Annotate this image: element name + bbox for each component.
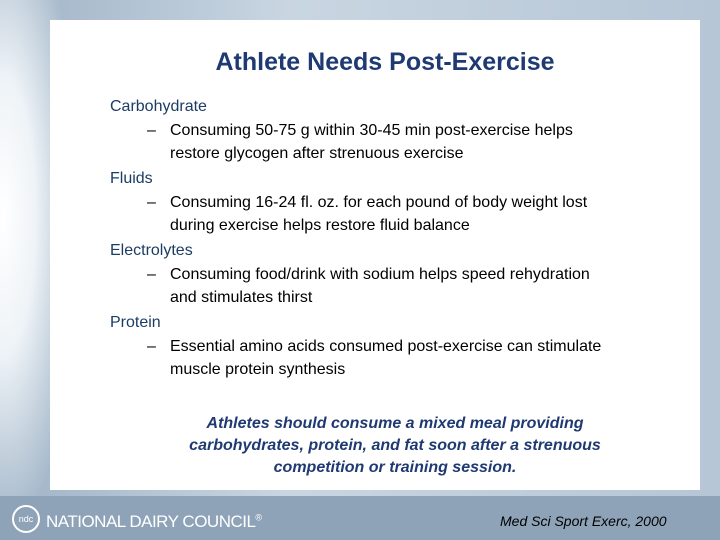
content-panel [50, 20, 700, 490]
bullet-text: muscle protein synthesis [170, 361, 346, 378]
section-heading: Carbohydrate [110, 98, 207, 115]
logo-text: NATIONAL DAIRY COUNCIL® [46, 512, 262, 532]
summary-note: competition or training session. [273, 459, 517, 476]
citation: Med Sci Sport Exerc, 2000 [500, 513, 667, 529]
bullet-dash: – [147, 122, 156, 139]
bullet-text: during exercise helps restore fluid bala… [170, 217, 470, 234]
bullet-text: Consuming 16-24 fl. oz. for each pound o… [170, 194, 588, 211]
summary-note: carbohydrates, protein, and fat soon aft… [189, 437, 601, 454]
bullet-text: Consuming 50-75 g within 30-45 min post-… [170, 122, 573, 139]
bullet-text: Consuming food/drink with sodium helps s… [170, 266, 590, 283]
logo-mark: ndc [12, 505, 40, 533]
section-heading: Protein [110, 314, 161, 331]
section-heading: Electrolytes [110, 242, 193, 259]
summary-note: Athletes should consume a mixed meal pro… [206, 415, 584, 432]
bullet-dash: – [147, 194, 156, 211]
footer-bar [0, 496, 720, 540]
bullet-dash: – [147, 338, 156, 355]
bullet-text: and stimulates thirst [170, 289, 313, 306]
bullet-text: Essential amino acids consumed post-exer… [170, 338, 602, 355]
registered-mark: ® [255, 512, 262, 523]
bullet-dash: – [147, 266, 156, 283]
logo-name: NATIONAL DAIRY COUNCIL [46, 512, 256, 531]
section-heading: Fluids [110, 170, 153, 187]
slide-title: Athlete Needs Post-Exercise [215, 48, 555, 76]
bullet-text: restore glycogen after strenuous exercis… [170, 145, 464, 162]
